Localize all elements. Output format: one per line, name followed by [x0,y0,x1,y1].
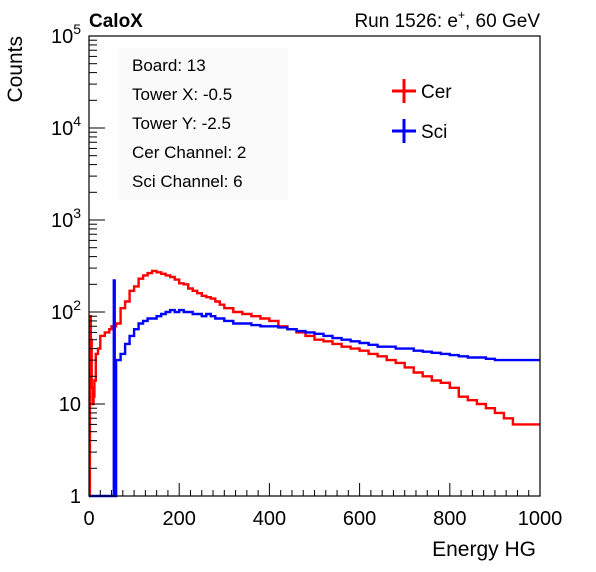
legend-label-cer: Cer [421,82,452,103]
info-line: Tower Y: -2.5 [132,114,231,133]
legend-label-sci: Sci [421,122,447,143]
x-tick-label: 1000 [518,508,563,530]
x-tick-label: 0 [83,508,94,530]
series-line-sci [89,279,540,498]
info-line: Tower X: -0.5 [132,85,232,104]
y-tick-label: 105 [51,21,81,48]
axes-layer: 0 200 400 600 800 1000 1 10 102 103 104 105 [51,21,562,530]
info-line: Sci Channel: 6 [132,172,243,191]
y-tick-label: 103 [51,205,81,232]
info-line: Board: 13 [132,56,206,75]
series-layer [88,269,540,498]
x-tick-label: 200 [163,508,196,530]
experiment-label: CaloX [89,11,143,32]
y-tick-label: 1 [70,486,81,508]
y-tick-label: 104 [51,113,81,140]
run-label: Run 1526: e+, 60 GeV [354,8,540,32]
x-tick-label: 800 [433,508,466,530]
y-tick-label: 102 [51,297,81,324]
x-tick-label: 600 [343,508,376,530]
y-axis-label: Counts [4,36,27,103]
info-box-background [118,48,288,200]
info-line: Cer Channel: 2 [132,143,246,162]
x-axis-label: Energy HG [432,538,536,561]
info-box: Board: 13 Tower X: -0.5 Tower Y: -2.5 Cer C… [132,56,246,191]
series-line-cer [88,269,540,498]
legend: Cer Sci [392,79,452,143]
x-tick-label: 400 [253,508,286,530]
y-tick-label: 10 [59,394,81,416]
